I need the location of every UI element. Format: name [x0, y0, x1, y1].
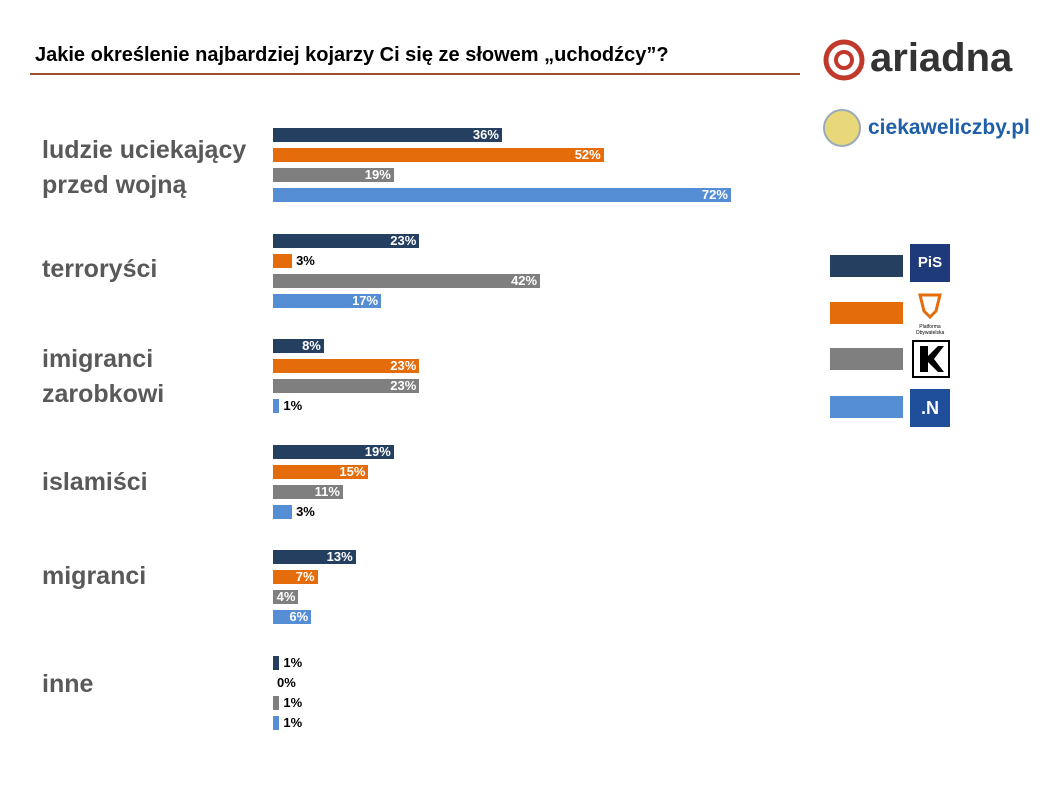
- value-label: 15%: [339, 463, 366, 479]
- legend-logo: PiS: [910, 244, 950, 282]
- value-label: 7%: [295, 569, 315, 585]
- ariadna-logo: ariadna: [870, 36, 1013, 80]
- ciekaweliczby-logo: ciekaweliczby.pl: [868, 116, 1030, 139]
- value-label: 72%: [701, 187, 728, 202]
- value-label: 1%: [283, 715, 303, 730]
- chart-title: Jakie określenie najbardziej kojarzy Ci …: [35, 44, 669, 66]
- bar: [273, 253, 293, 268]
- value-label: 23%: [390, 232, 417, 248]
- bar: [273, 484, 343, 499]
- ciekaweliczby-icon: [823, 109, 861, 147]
- bar: [273, 339, 324, 354]
- ariadna-icon: [823, 39, 865, 81]
- value-label: 36%: [472, 127, 499, 142]
- value-label: 42%: [511, 272, 538, 288]
- value-label: 0%: [277, 675, 296, 690]
- bar: [273, 656, 280, 670]
- category-label: ludzie uciekający przed wojną: [42, 136, 247, 199]
- bar: [273, 359, 420, 374]
- legend-swatch: [830, 255, 903, 277]
- legend-logo: Platforma Obywatelska: [906, 291, 954, 336]
- value-label: 8%: [302, 338, 321, 354]
- bar: [273, 504, 293, 519]
- legend-logo: [912, 340, 950, 378]
- legend-swatch: [830, 348, 903, 370]
- category-label: inne: [42, 670, 94, 698]
- value-label: 19%: [364, 167, 391, 182]
- value-label: 3%: [296, 252, 315, 268]
- value-label: 23%: [390, 358, 417, 374]
- legend-logo-text: Platforma Obywatelska: [915, 324, 945, 336]
- bar: [273, 696, 280, 710]
- bar: [273, 233, 420, 248]
- value-label: 1%: [283, 398, 303, 414]
- value-label: 23%: [390, 378, 417, 394]
- value-label: 1%: [283, 695, 303, 710]
- bar: [273, 716, 280, 730]
- bar: [273, 273, 541, 288]
- bar: [273, 590, 299, 605]
- value-label: 17%: [352, 292, 379, 308]
- title-underline: [30, 73, 800, 75]
- bar: [273, 128, 502, 142]
- bar: [273, 550, 356, 565]
- value-label: 6%: [289, 609, 309, 625]
- category-label: migranci: [42, 562, 147, 590]
- bar: [273, 464, 369, 479]
- bar: [273, 570, 318, 585]
- category-label: islamiści: [42, 468, 148, 496]
- bar: [273, 610, 312, 625]
- bar: [273, 399, 280, 414]
- bar: [273, 293, 382, 308]
- value-label: 13%: [326, 549, 353, 565]
- value-label: 3%: [296, 503, 315, 519]
- legend-swatch: [830, 396, 903, 418]
- value-label: 4%: [276, 589, 296, 605]
- value-label: 1%: [283, 655, 303, 670]
- category-label: imigranci zarobkowi: [42, 345, 165, 408]
- legend-swatch: [830, 302, 903, 324]
- value-label: 11%: [314, 483, 340, 499]
- bar: [273, 444, 394, 459]
- legend-logo: .N: [910, 389, 950, 427]
- bar: [273, 148, 604, 162]
- bar: [273, 188, 731, 202]
- category-label: terroryści: [42, 255, 158, 283]
- bar: [273, 379, 420, 394]
- bar: [273, 168, 394, 182]
- value-label: 52%: [574, 147, 601, 162]
- value-label: 19%: [364, 443, 391, 459]
